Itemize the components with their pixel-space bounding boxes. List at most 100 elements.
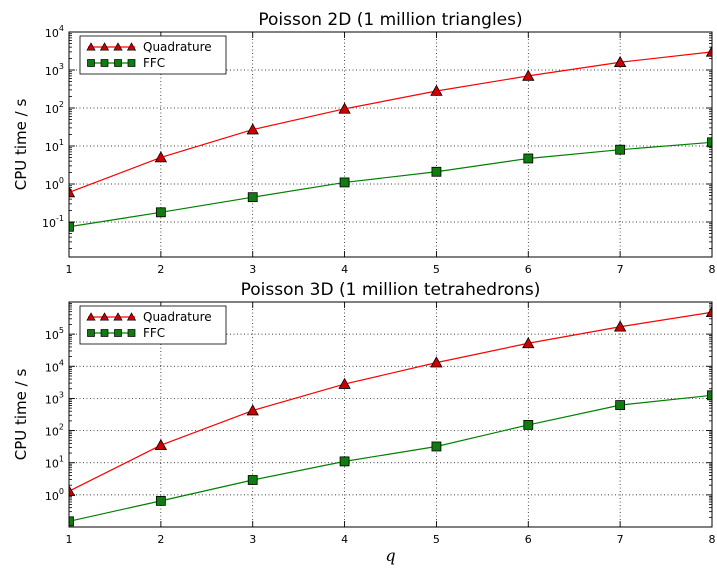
y-tick-exponent: 5 bbox=[59, 326, 64, 335]
y-tick-label: 10-1 bbox=[42, 214, 64, 230]
data-point-ffc bbox=[155, 495, 166, 506]
y-tick-exponent: -1 bbox=[56, 214, 64, 223]
y-tick-exponent: 3 bbox=[59, 62, 64, 71]
series-line-ffc bbox=[69, 394, 712, 522]
data-point-quadrature bbox=[246, 123, 259, 135]
y-tick-base: 10 bbox=[42, 217, 56, 230]
legend-label-quadrature: Quadrature bbox=[143, 310, 212, 324]
legend-marker-ffc bbox=[127, 329, 136, 337]
x-tick-label: 4 bbox=[341, 263, 348, 276]
data-point-ffc bbox=[69, 516, 74, 527]
data-point-quadrature bbox=[154, 151, 168, 163]
y-axis-label: CPU time / s bbox=[12, 99, 30, 191]
data-point-ffc bbox=[431, 441, 442, 452]
series-line-quadrature bbox=[69, 51, 712, 193]
legend-marker-quadrature bbox=[113, 312, 123, 321]
legend-marker-ffc bbox=[87, 59, 95, 67]
x-tick-label: 8 bbox=[709, 263, 716, 276]
y-tick-label: 101 bbox=[45, 138, 64, 154]
data-point-ffc bbox=[155, 207, 166, 218]
legend-marker-ffc bbox=[100, 329, 109, 337]
y-tick-base: 10 bbox=[45, 179, 59, 192]
y-axis-label: CPU time / s bbox=[12, 369, 30, 461]
data-point-quadrature bbox=[613, 320, 627, 332]
legend-marker-quadrature bbox=[126, 312, 137, 321]
data-point-ffc bbox=[69, 221, 74, 232]
legend-marker-quadrature bbox=[113, 42, 123, 51]
legend-marker-quadrature bbox=[99, 42, 110, 51]
x-tick-label: 7 bbox=[617, 263, 624, 276]
y-tick-base: 10 bbox=[45, 27, 59, 40]
legend-label-quadrature: Quadrature bbox=[143, 40, 212, 54]
data-point-quadrature bbox=[338, 102, 351, 114]
y-tick-base: 10 bbox=[45, 426, 59, 439]
y-tick-label: 103 bbox=[45, 390, 64, 406]
data-point-quadrature bbox=[430, 84, 443, 96]
data-point-ffc bbox=[707, 137, 712, 148]
data-point-ffc bbox=[431, 166, 442, 177]
y-tick-exponent: 1 bbox=[59, 455, 64, 464]
legend-label-ffc: FFC bbox=[143, 56, 165, 70]
x-tick-label: 7 bbox=[617, 533, 624, 546]
legend-marker-quadrature bbox=[126, 42, 137, 51]
x-tick-label: 5 bbox=[433, 263, 440, 276]
y-tick-base: 10 bbox=[45, 490, 59, 503]
data-point-ffc bbox=[247, 475, 258, 485]
series-layer bbox=[69, 45, 712, 232]
y-tick-exponent: 2 bbox=[59, 423, 64, 432]
x-tick-label: 1 bbox=[66, 263, 73, 276]
data-point-quadrature bbox=[154, 438, 168, 451]
data-point-ffc bbox=[523, 153, 534, 164]
data-point-ffc bbox=[615, 400, 626, 411]
data-point-ffc bbox=[247, 192, 258, 203]
chart-title: Poisson 2D (1 million triangles) bbox=[258, 10, 522, 30]
y-tick-label: 104 bbox=[45, 24, 64, 40]
x-tick-label: 4 bbox=[341, 533, 348, 546]
legend-marker-ffc bbox=[114, 329, 122, 337]
y-tick-exponent: 0 bbox=[59, 487, 64, 496]
legend-label-ffc: FFC bbox=[143, 326, 165, 340]
data-point-ffc bbox=[339, 177, 350, 188]
y-tick-label: 104 bbox=[45, 358, 64, 374]
data-point-quadrature bbox=[338, 377, 351, 389]
legend-box bbox=[79, 35, 227, 75]
y-tick-label: 100 bbox=[45, 176, 64, 192]
series-line-quadrature bbox=[69, 311, 712, 492]
y-tick-label: 103 bbox=[45, 62, 64, 78]
data-point-quadrature bbox=[522, 69, 535, 81]
x-tick-label: 3 bbox=[249, 263, 256, 276]
x-tick-label: 6 bbox=[525, 533, 532, 546]
data-point-ffc bbox=[707, 390, 712, 401]
y-tick-base: 10 bbox=[45, 458, 59, 471]
y-tick-base: 10 bbox=[45, 141, 59, 154]
y-tick-base: 10 bbox=[45, 361, 59, 374]
y-tick-base: 10 bbox=[45, 329, 59, 342]
chart-title: Poisson 3D (1 million tetrahedrons) bbox=[241, 280, 541, 300]
legend-marker-ffc bbox=[127, 59, 136, 67]
y-tick-base: 10 bbox=[45, 103, 59, 116]
legend-marker-ffc bbox=[114, 59, 122, 67]
y-tick-exponent: 2 bbox=[59, 100, 64, 109]
data-point-quadrature bbox=[69, 484, 76, 496]
legend-marker-ffc bbox=[87, 329, 95, 337]
y-tick-exponent: 3 bbox=[59, 390, 64, 399]
y-tick-label: 101 bbox=[45, 455, 64, 471]
series-layer bbox=[69, 305, 712, 527]
data-point-quadrature bbox=[522, 336, 535, 349]
y-tick-label: 100 bbox=[45, 487, 64, 503]
y-tick-exponent: 1 bbox=[59, 138, 64, 147]
axes-frame bbox=[68, 31, 713, 258]
legend-marker-ffc bbox=[100, 59, 109, 67]
x-axis-label: q bbox=[385, 546, 395, 565]
x-tick-label: 2 bbox=[157, 263, 164, 276]
legend-marker-quadrature bbox=[86, 42, 96, 51]
x-tick-label: 8 bbox=[709, 533, 716, 546]
data-point-quadrature bbox=[69, 186, 76, 198]
x-tick-label: 5 bbox=[433, 533, 440, 546]
y-tick-label: 102 bbox=[45, 100, 64, 116]
data-point-ffc bbox=[523, 420, 534, 430]
data-point-quadrature bbox=[430, 356, 443, 368]
